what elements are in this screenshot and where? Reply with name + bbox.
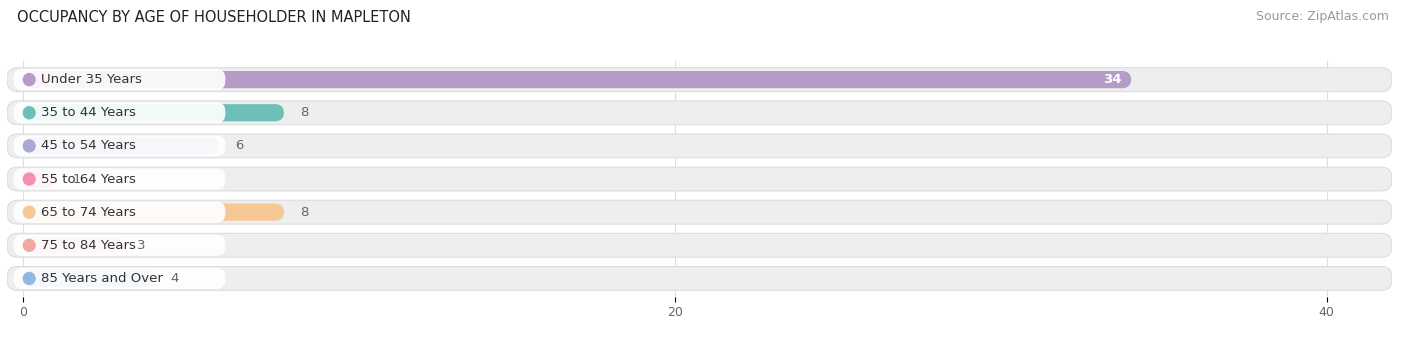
Text: OCCUPANCY BY AGE OF HOUSEHOLDER IN MAPLETON: OCCUPANCY BY AGE OF HOUSEHOLDER IN MAPLE…: [17, 10, 411, 25]
Circle shape: [24, 272, 35, 284]
FancyBboxPatch shape: [14, 235, 225, 256]
Text: 4: 4: [170, 272, 179, 285]
FancyBboxPatch shape: [24, 237, 121, 254]
FancyBboxPatch shape: [14, 268, 225, 289]
FancyBboxPatch shape: [24, 170, 56, 188]
Text: Under 35 Years: Under 35 Years: [41, 73, 142, 86]
Circle shape: [24, 206, 35, 218]
FancyBboxPatch shape: [14, 168, 225, 190]
FancyBboxPatch shape: [14, 202, 225, 223]
Text: 35 to 44 Years: 35 to 44 Years: [41, 106, 136, 119]
Text: 45 to 54 Years: 45 to 54 Years: [41, 139, 136, 152]
Text: 85 Years and Over: 85 Years and Over: [41, 272, 163, 285]
FancyBboxPatch shape: [24, 270, 153, 287]
FancyBboxPatch shape: [7, 101, 1392, 125]
FancyBboxPatch shape: [24, 71, 1132, 88]
FancyBboxPatch shape: [14, 69, 225, 90]
Circle shape: [24, 173, 35, 185]
FancyBboxPatch shape: [7, 233, 1392, 257]
Text: 1: 1: [72, 173, 80, 186]
Text: 75 to 84 Years: 75 to 84 Years: [41, 239, 136, 252]
Text: 34: 34: [1102, 73, 1122, 86]
Text: 3: 3: [138, 239, 146, 252]
Circle shape: [24, 107, 35, 119]
Circle shape: [24, 140, 35, 152]
Text: 8: 8: [301, 106, 309, 119]
Text: 6: 6: [235, 139, 243, 152]
Text: Source: ZipAtlas.com: Source: ZipAtlas.com: [1256, 10, 1389, 23]
Text: 65 to 74 Years: 65 to 74 Years: [41, 206, 136, 219]
Text: 55 to 64 Years: 55 to 64 Years: [41, 173, 136, 186]
Text: 8: 8: [301, 206, 309, 219]
FancyBboxPatch shape: [7, 200, 1392, 224]
FancyBboxPatch shape: [24, 104, 284, 121]
FancyBboxPatch shape: [7, 134, 1392, 158]
FancyBboxPatch shape: [14, 102, 225, 123]
FancyBboxPatch shape: [7, 267, 1392, 291]
FancyBboxPatch shape: [7, 167, 1392, 191]
FancyBboxPatch shape: [14, 135, 225, 157]
Circle shape: [24, 239, 35, 251]
Circle shape: [24, 74, 35, 86]
FancyBboxPatch shape: [7, 68, 1392, 91]
FancyBboxPatch shape: [24, 137, 219, 154]
FancyBboxPatch shape: [24, 204, 284, 221]
